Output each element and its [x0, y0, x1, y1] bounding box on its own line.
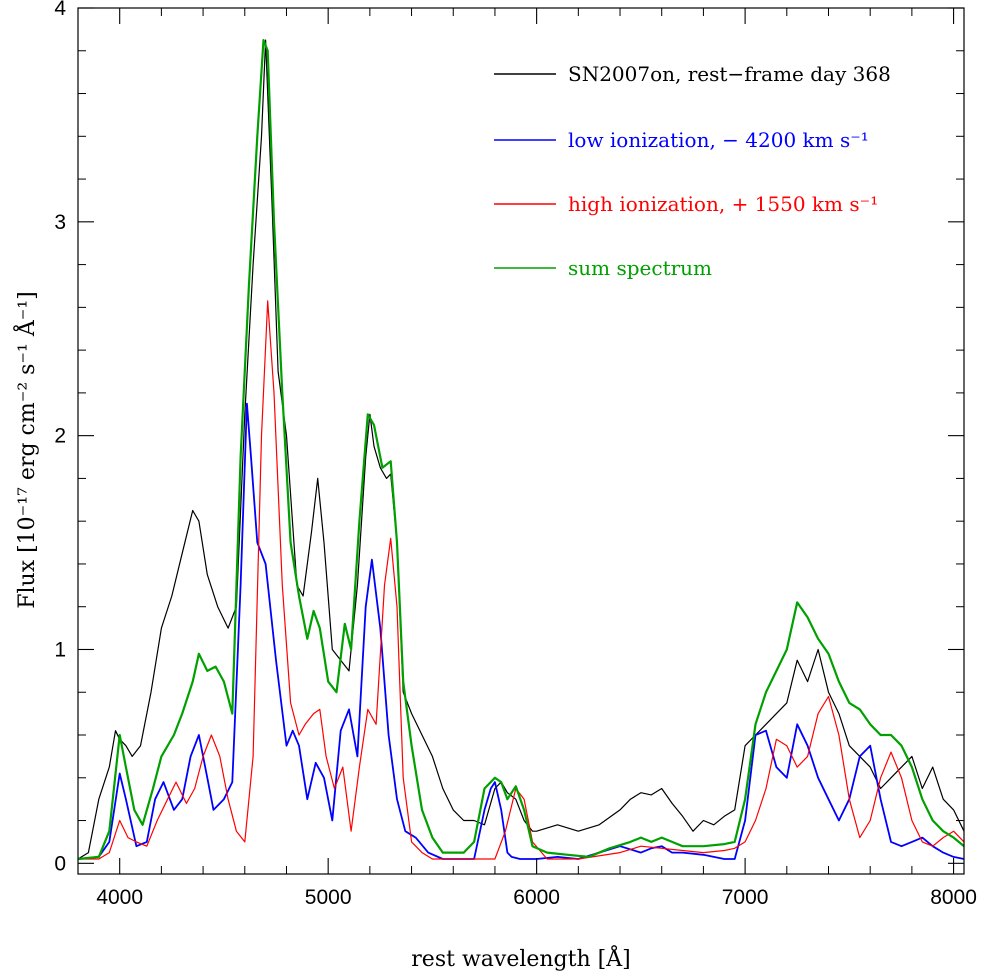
x-tick-label: 6000 — [513, 886, 560, 909]
legend-label-observed: SN2007on, rest−frame day 368 — [568, 62, 891, 86]
x-axis-title: rest wavelength [Å] — [411, 944, 630, 972]
y-tick-label: 2 — [54, 425, 66, 448]
legend-label-high-ionization: high ionization, + 1550 km s⁻¹ — [568, 192, 878, 216]
series-layer — [77, 38, 965, 861]
x-tick-label: 4000 — [96, 886, 143, 909]
legend: SN2007on, rest−frame day 368 low ionizati… — [494, 62, 891, 280]
series-line-sum — [77, 38, 965, 861]
y-tick-label: 4 — [54, 0, 66, 20]
series-line-low-ionization — [77, 402, 965, 860]
y-tick-label: 0 — [54, 852, 66, 875]
x-tick-label: 8000 — [930, 886, 977, 909]
x-tick-label: 5000 — [305, 886, 352, 909]
series-line-observed — [77, 39, 965, 860]
legend-label-sum: sum spectrum — [568, 256, 712, 280]
y-tick-label: 1 — [54, 638, 66, 661]
plot-frame — [77, 7, 965, 875]
y-axis-title: Flux [10⁻¹⁷ erg cm⁻² s⁻¹ Å⁻¹] — [12, 291, 40, 609]
series-line-high-ionization — [78, 300, 965, 860]
tick-layer: 4000 5000 6000 7000 8000 0 1 2 3 4 — [54, 0, 977, 909]
x-tick-label: 7000 — [722, 886, 769, 909]
legend-label-low-ionization: low ionization, − 4200 km s⁻¹ — [568, 128, 869, 152]
y-tick-label: 3 — [54, 211, 66, 234]
